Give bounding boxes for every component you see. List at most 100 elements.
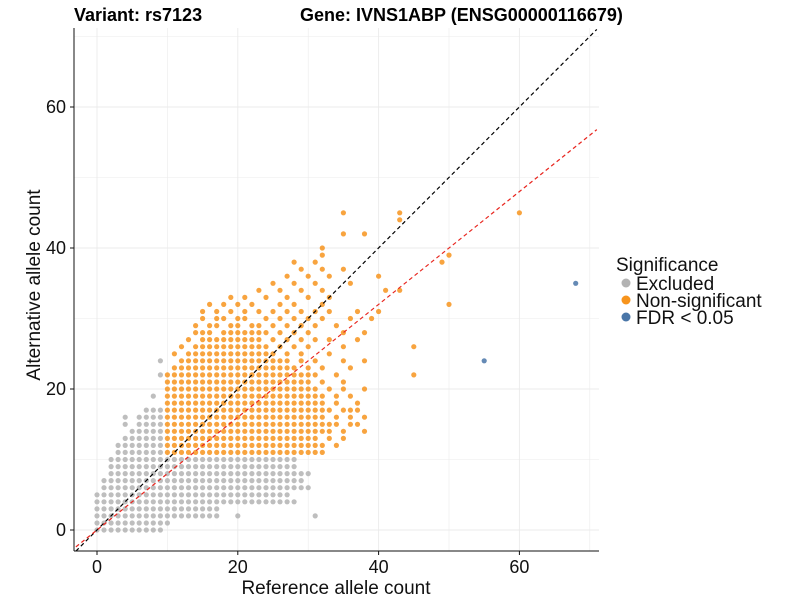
point-non-significant [200, 351, 206, 357]
point-excluded [108, 464, 114, 470]
point-non-significant [207, 400, 213, 406]
point-excluded [94, 506, 100, 512]
point-non-significant [228, 386, 234, 392]
point-excluded [115, 442, 121, 448]
point-non-significant [333, 442, 339, 448]
point-excluded [284, 485, 290, 491]
point-non-significant [185, 379, 192, 385]
point-non-significant [298, 407, 304, 413]
point-non-significant [291, 379, 297, 385]
point-excluded [136, 442, 142, 448]
point-non-significant [214, 365, 220, 371]
point-non-significant [263, 442, 269, 448]
point-excluded [143, 421, 149, 427]
point-excluded [221, 456, 227, 463]
point-excluded [277, 485, 283, 491]
point-non-significant [221, 330, 227, 336]
point-non-significant [207, 421, 213, 427]
point-non-significant [207, 351, 213, 357]
point-non-significant [178, 393, 185, 399]
point-excluded [298, 471, 304, 477]
point-non-significant [193, 358, 199, 364]
point-excluded [256, 471, 262, 477]
point-non-significant [277, 358, 283, 364]
point-excluded [94, 513, 100, 519]
legend-label-fdr: FDR < 0.05 [636, 308, 734, 329]
point-excluded [150, 421, 156, 427]
point-non-significant [249, 386, 255, 392]
point-excluded [200, 456, 206, 463]
point-excluded [150, 435, 156, 441]
y-tick-label: 40 [46, 238, 66, 258]
x-tick-label: 40 [369, 557, 389, 577]
point-excluded [164, 513, 170, 519]
point-non-significant [178, 449, 185, 455]
point-excluded [235, 499, 241, 505]
point-non-significant [284, 365, 290, 371]
point-non-significant [228, 449, 234, 455]
point-excluded [221, 499, 227, 505]
point-non-significant [326, 351, 332, 357]
point-excluded [305, 471, 311, 477]
point-non-significant [221, 428, 227, 434]
point-excluded [101, 499, 107, 505]
data-points [94, 210, 579, 533]
point-fdr-0-05 [573, 280, 579, 286]
point-non-significant [319, 245, 325, 251]
point-non-significant [277, 365, 283, 371]
point-non-significant [256, 407, 262, 413]
point-non-significant [193, 323, 199, 329]
point-non-significant [263, 386, 269, 392]
point-non-significant [312, 428, 318, 434]
point-excluded [157, 421, 163, 427]
point-excluded [150, 407, 156, 413]
point-excluded [235, 478, 241, 484]
point-non-significant [305, 330, 311, 336]
point-excluded [136, 414, 142, 420]
point-excluded [143, 471, 149, 477]
point-excluded [235, 464, 241, 470]
point-excluded [129, 449, 135, 455]
point-non-significant [263, 435, 269, 441]
point-non-significant [193, 351, 199, 357]
point-excluded [129, 471, 135, 477]
point-non-significant [305, 344, 311, 350]
legend-swatch-fdr [621, 312, 631, 322]
point-non-significant [340, 358, 346, 364]
point-non-significant [263, 315, 269, 322]
point-non-significant [284, 428, 290, 434]
point-non-significant [319, 428, 325, 434]
point-non-significant [312, 414, 318, 420]
point-excluded [277, 492, 283, 498]
point-non-significant [249, 428, 255, 434]
point-non-significant [207, 330, 213, 336]
point-excluded [235, 513, 241, 519]
point-excluded [157, 499, 163, 505]
point-excluded [129, 513, 135, 519]
point-non-significant [207, 386, 213, 392]
point-non-significant [312, 400, 318, 406]
point-non-significant [284, 379, 290, 385]
point-excluded [185, 478, 192, 484]
point-non-significant [298, 308, 304, 315]
point-non-significant [221, 351, 227, 357]
point-excluded [171, 456, 177, 463]
point-non-significant [214, 344, 220, 350]
point-excluded [185, 464, 192, 470]
point-non-significant [207, 393, 213, 399]
point-excluded [207, 499, 213, 505]
point-non-significant [242, 428, 248, 434]
point-non-significant [207, 442, 213, 448]
point-non-significant [235, 393, 241, 399]
point-non-significant [369, 315, 375, 322]
point-excluded [193, 492, 199, 498]
point-non-significant [214, 386, 220, 392]
point-excluded [115, 471, 121, 477]
point-non-significant [185, 400, 192, 406]
point-excluded [242, 485, 248, 491]
point-excluded [207, 492, 213, 498]
point-excluded [143, 456, 149, 463]
point-non-significant [319, 365, 325, 371]
point-non-significant [312, 421, 318, 427]
point-excluded [157, 414, 163, 420]
